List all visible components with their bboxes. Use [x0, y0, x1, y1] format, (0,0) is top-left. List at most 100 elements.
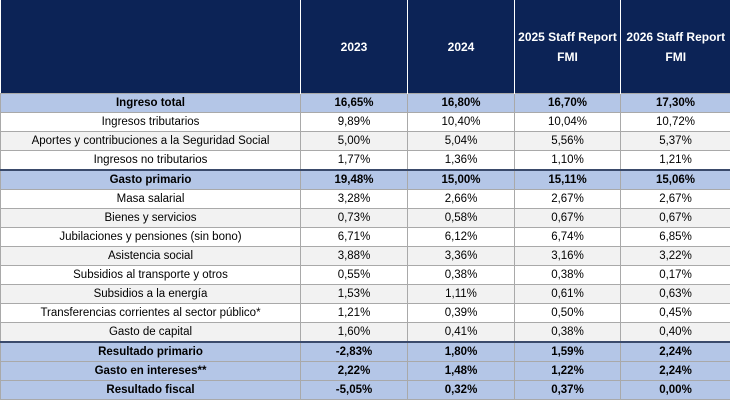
row-label: Resultado fiscal — [0, 380, 301, 400]
value-cell: 1,22% — [514, 361, 621, 381]
value-cell: 6,85% — [620, 227, 730, 247]
table-row: Ingresos tributarios 9,89% 10,40% 10,04% 10,… — [0, 112, 730, 132]
value-cell: 1,11% — [407, 284, 515, 304]
row-label: Ingresos no tributarios — [0, 150, 301, 171]
value-cell: 0,55% — [300, 265, 408, 285]
row-label: Aportes y contribuciones a la Seguridad … — [0, 131, 301, 151]
row-label: Ingreso total — [0, 93, 301, 113]
row-label: Subsidios a la energía — [0, 284, 301, 304]
value-cell: 17,30% — [620, 93, 730, 113]
header-year-2024: 2024 — [407, 0, 515, 94]
row-label: Gasto de capital — [0, 322, 301, 343]
value-cell: 10,72% — [620, 112, 730, 132]
value-cell: 19,48% — [300, 169, 408, 190]
value-cell: 0,50% — [514, 303, 621, 323]
table-row: Gasto en intereses** 2,22% 1,48% 1,22% 2,24% — [0, 361, 730, 381]
value-cell: 1,80% — [407, 341, 515, 362]
value-cell: 1,60% — [300, 322, 408, 343]
header-year-2023: 2023 — [300, 0, 408, 94]
value-cell: 0,38% — [514, 322, 621, 343]
value-cell: 1,21% — [620, 150, 730, 171]
value-cell: 3,22% — [620, 246, 730, 266]
value-cell: 1,77% — [300, 150, 408, 171]
header-year-2025: 2025 Staff Report FMI — [514, 0, 621, 94]
value-cell: 9,89% — [300, 112, 408, 132]
row-label: Transferencias corrientes al sector públ… — [0, 303, 301, 323]
value-cell: 1,48% — [407, 361, 515, 381]
value-cell: 2,24% — [620, 361, 730, 381]
value-cell: 0,61% — [514, 284, 621, 304]
value-cell: 2,67% — [514, 189, 621, 209]
table-header: 2023 2024 2025 Staff Report FMI 2026 Sta… — [0, 0, 730, 94]
table-row: Ingresos no tributarios 1,77% 1,36% 1,10% 1,… — [0, 150, 730, 171]
value-cell: 0,39% — [407, 303, 515, 323]
value-cell: 0,40% — [620, 322, 730, 343]
value-cell: 6,71% — [300, 227, 408, 247]
row-label: Masa salarial — [0, 189, 301, 209]
value-cell: 16,70% — [514, 93, 621, 113]
table-row: Subsidios al transporte y otros 0,55% 0,38… — [0, 265, 730, 285]
value-cell: 2,22% — [300, 361, 408, 381]
value-cell: 0,37% — [514, 380, 621, 400]
table-row: Gasto de capital 1,60% 0,41% 0,38% 0,40% — [0, 322, 730, 343]
table-row: Bienes y servicios 0,73% 0,58% 0,67% 0,67% — [0, 208, 730, 228]
table-row: Asistencia social 3,88% 3,36% 3,16% 3,22% — [0, 246, 730, 266]
row-label: Gasto primario — [0, 169, 301, 190]
value-cell: 0,73% — [300, 208, 408, 228]
value-cell: 2,67% — [620, 189, 730, 209]
value-cell: 10,40% — [407, 112, 515, 132]
value-cell: -5,05% — [300, 380, 408, 400]
table-body: Ingreso total 16,65% 16,80% 16,70% 17,30% Ing… — [0, 93, 730, 400]
value-cell: 0,38% — [407, 265, 515, 285]
value-cell: 1,36% — [407, 150, 515, 171]
row-label: Ingresos tributarios — [0, 112, 301, 132]
value-cell: 1,21% — [300, 303, 408, 323]
value-cell: 0,17% — [620, 265, 730, 285]
value-cell: 0,41% — [407, 322, 515, 343]
value-cell: 0,63% — [620, 284, 730, 304]
value-cell: 0,38% — [514, 265, 621, 285]
value-cell: 3,16% — [514, 246, 621, 266]
table-row: Ingreso total 16,65% 16,80% 16,70% 17,30% — [0, 93, 730, 113]
value-cell: 5,56% — [514, 131, 621, 151]
value-cell: 6,74% — [514, 227, 621, 247]
value-cell: 6,12% — [407, 227, 515, 247]
row-label: Jubilaciones y pensiones (sin bono) — [0, 227, 301, 247]
value-cell: 0,67% — [514, 208, 621, 228]
table-row: Gasto primario 19,48% 15,00% 15,11% 15,06% — [0, 169, 730, 190]
value-cell: 5,00% — [300, 131, 408, 151]
table-row: Transferencias corrientes al sector públ… — [0, 303, 730, 323]
value-cell: 2,24% — [620, 341, 730, 362]
value-cell: 0,00% — [620, 380, 730, 400]
row-label: Subsidios al transporte y otros — [0, 265, 301, 285]
value-cell: 5,04% — [407, 131, 515, 151]
value-cell: 15,11% — [514, 169, 621, 190]
row-label: Asistencia social — [0, 246, 301, 266]
header-year-2026: 2026 Staff Report FMI — [620, 0, 730, 94]
value-cell: 3,28% — [300, 189, 408, 209]
value-cell: 15,00% — [407, 169, 515, 190]
header-label-cell — [0, 0, 301, 94]
row-label: Resultado primario — [0, 341, 301, 362]
value-cell: 5,37% — [620, 131, 730, 151]
value-cell: 0,67% — [620, 208, 730, 228]
value-cell: 16,65% — [300, 93, 408, 113]
row-label: Bienes y servicios — [0, 208, 301, 228]
value-cell: 3,88% — [300, 246, 408, 266]
value-cell: 1,53% — [300, 284, 408, 304]
table-row: Resultado fiscal -5,05% 0,32% 0,37% 0,00% — [0, 380, 730, 400]
value-cell: 1,59% — [514, 341, 621, 362]
value-cell: 2,66% — [407, 189, 515, 209]
header-row: 2023 2024 2025 Staff Report FMI 2026 Sta… — [0, 0, 730, 94]
table-row: Aportes y contribuciones a la Seguridad … — [0, 131, 730, 151]
row-label: Gasto en intereses** — [0, 361, 301, 381]
value-cell: 0,32% — [407, 380, 515, 400]
table-row: Masa salarial 3,28% 2,66% 2,67% 2,67% — [0, 189, 730, 209]
table-row: Subsidios a la energía 1,53% 1,11% 0,61% 0,6… — [0, 284, 730, 304]
value-cell: 15,06% — [620, 169, 730, 190]
value-cell: 1,10% — [514, 150, 621, 171]
value-cell: 3,36% — [407, 246, 515, 266]
value-cell: 0,45% — [620, 303, 730, 323]
value-cell: 16,80% — [407, 93, 515, 113]
